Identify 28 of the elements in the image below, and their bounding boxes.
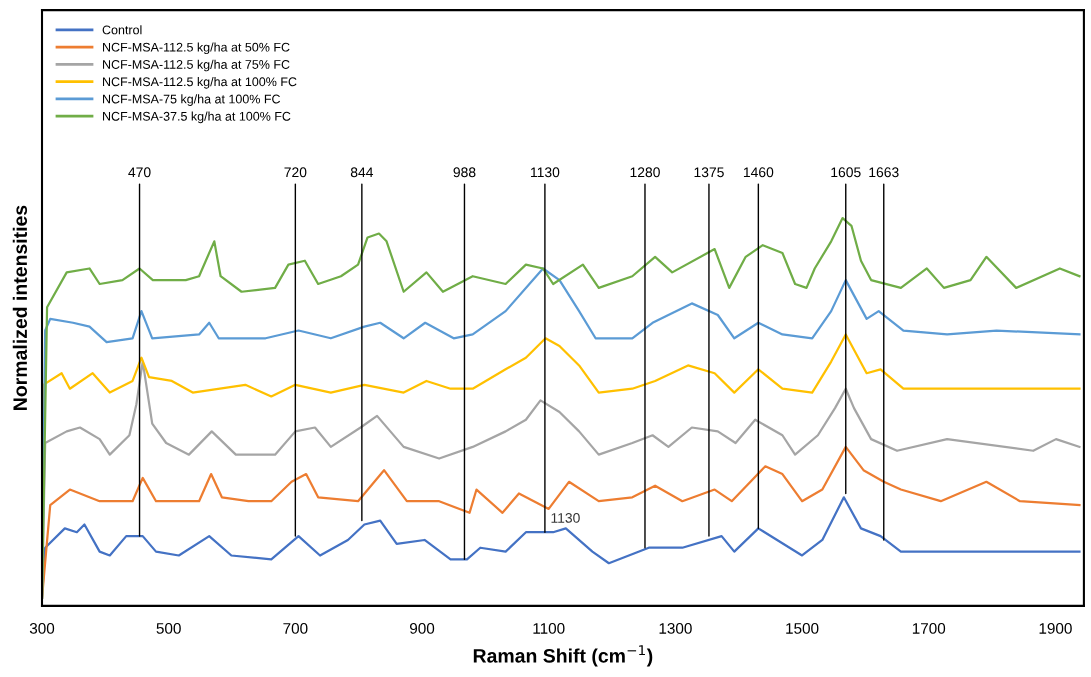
legend-label: NCF-MSA-37.5 kg/ha at 100% FC [103, 111, 291, 124]
annotation: 470 [128, 167, 151, 178]
annotation: 1130 [551, 512, 580, 523]
annotation: 1130 [531, 167, 560, 178]
legend-label: NCF-MSA-112.5 kg/ha at 100% FC [103, 76, 297, 89]
annotation: 844 [350, 167, 374, 178]
x-tick-label: 1700 [912, 622, 946, 634]
legend-label: NCF-MSA-112.5 kg/ha at 75% FC [103, 59, 290, 72]
annotation: 1375 [694, 167, 724, 178]
legend-label: NCF-MSA-75 kg/ha at 100% FC [103, 94, 281, 106]
legend-label: NCF-MSA-112.5 kg/ha at 50% FC [103, 42, 290, 55]
annotation: 720 [284, 167, 307, 178]
x-tick-label: 900 [410, 622, 435, 634]
x-tick-label: 500 [156, 622, 181, 634]
x-tick-label: 1500 [786, 622, 819, 634]
annotation: 1280 [630, 167, 660, 178]
annotation: 988 [453, 167, 476, 178]
x-axis-title: Raman Shift (cm$^{−1}$) [473, 645, 653, 667]
x-tick-label: 1900 [1039, 622, 1072, 634]
x-tick-label: 1100 [533, 622, 565, 634]
x-tick-label: 300 [29, 622, 55, 634]
x-tick-label: 1300 [659, 622, 692, 634]
annotation: 1605 [831, 167, 861, 178]
y-axis-title: Normalized intensities [12, 205, 28, 410]
annotation: 1460 [743, 167, 774, 178]
annotation: 1663 [869, 167, 899, 178]
x-tick-label: 700 [283, 622, 308, 634]
legend-label: Control [102, 25, 142, 35]
